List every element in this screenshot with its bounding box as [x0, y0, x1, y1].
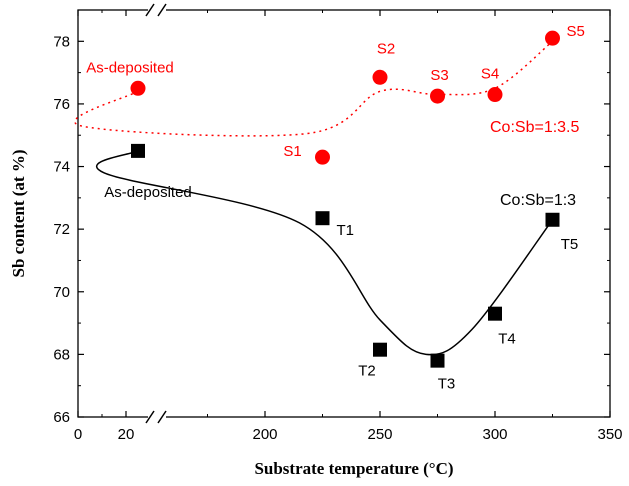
data-point-t5 [545, 212, 560, 227]
data-point-s3 [430, 88, 445, 104]
point-label: S3 [430, 67, 448, 84]
y-tick-label: 74 [53, 159, 70, 176]
x-tick-label: 300 [482, 426, 507, 443]
point-label: S2 [377, 40, 395, 57]
data-point-t2 [373, 342, 387, 357]
y-axis-title: Sb content (at %) [9, 150, 28, 278]
x-axis-break-bottom-mark-2 [157, 410, 167, 424]
series-label: Co:Sb=1:3 [500, 192, 576, 209]
x-axis-break-bottom-mark-1 [145, 410, 155, 424]
point-label: T4 [498, 331, 516, 348]
fit-curve-co-sb-1-3 [95, 150, 554, 356]
x-tick-label: 250 [367, 426, 392, 443]
data-point-s5 [545, 30, 560, 46]
y-tick-label: 76 [53, 96, 70, 113]
data-point-s2 [372, 69, 388, 85]
point-label: S4 [481, 66, 499, 83]
x-tick-label: 200 [252, 426, 277, 443]
data-point-t4 [488, 306, 502, 321]
x-tick-label: 0 [74, 426, 82, 443]
x-axis-break-top-mark-2 [157, 3, 167, 17]
x-axis-title: Substrate temperature (°C) [254, 459, 453, 478]
y-tick-label: 66 [53, 409, 70, 426]
y-tick-label: 72 [53, 221, 70, 238]
data-point-as-deposited [130, 80, 146, 96]
data-point-s4 [487, 87, 503, 103]
y-tick-label: 78 [53, 33, 70, 50]
x-axis-break-top-mark-1 [145, 3, 155, 17]
point-labels: As-deposited S1 S2 S3 S4 S5 Co:Sb=1:3.5 As-depo… [86, 23, 585, 392]
point-label: As-deposited [86, 59, 174, 76]
x-tick-label: 350 [597, 426, 622, 443]
plot-frame [77, 9, 611, 418]
data-point-as-deposited [131, 143, 145, 158]
y-tick-label: 68 [53, 346, 70, 363]
point-label: S1 [283, 143, 301, 160]
point-label: As-deposited [104, 184, 192, 201]
fit-curve-co-sb-1-3-5 [74, 40, 553, 137]
data-point-s1 [315, 149, 330, 165]
y-tick-label: 70 [53, 284, 70, 301]
data-markers [130, 30, 560, 368]
axes: 0 20 200 250 300 350 66 68 70 72 74 76 78 [53, 3, 623, 443]
x-tick-label: 20 [118, 426, 135, 443]
point-label: T5 [561, 236, 579, 253]
point-label: T2 [358, 363, 376, 380]
point-label: T1 [337, 222, 355, 239]
series-label: Co:Sb=1:3.5 [490, 119, 580, 136]
data-point-t1 [315, 211, 330, 226]
point-label: T3 [438, 376, 456, 393]
point-label: S5 [567, 23, 585, 40]
data-point-t3 [430, 353, 445, 368]
